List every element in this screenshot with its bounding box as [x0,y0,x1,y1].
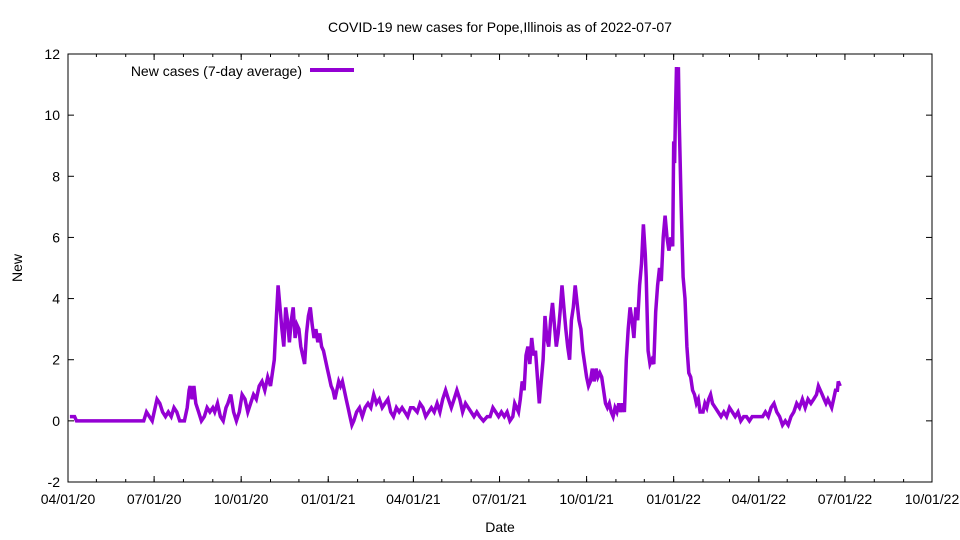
x-tick-label: 04/01/22 [732,491,787,507]
x-tick-label: 10/01/22 [905,491,960,507]
y-axis-label: New [9,253,25,282]
series-line [69,67,842,431]
chart-title: COVID-19 new cases for Pope,Illinois as … [328,19,672,35]
y-tick-label: 4 [52,291,60,307]
legend-label: New cases (7-day average) [131,63,302,79]
y-tick-label: 12 [44,46,60,62]
y-tick-label: 2 [52,352,60,368]
x-tick-label: 01/01/21 [301,491,356,507]
x-tick-label: 10/01/20 [214,491,269,507]
x-tick-label: 04/01/21 [386,491,441,507]
y-tick-label: 6 [52,229,60,245]
x-tick-label: 07/01/21 [472,491,527,507]
x-tick-label: 07/01/20 [127,491,182,507]
y-tick-label: 0 [52,413,60,429]
x-tick-label: 07/01/22 [818,491,873,507]
x-tick-label: 04/01/20 [41,491,96,507]
legend: New cases (7-day average) [131,63,354,79]
plot-layer [69,67,842,431]
y-tick-label: -2 [48,474,61,490]
x-axis-label: Date [485,519,515,535]
x-tick-label: 10/01/21 [559,491,614,507]
y-tick-label: 10 [44,107,60,123]
y-tick-label: 8 [52,168,60,184]
plot-frame [67,53,933,483]
x-tick-label: 01/01/22 [646,491,701,507]
